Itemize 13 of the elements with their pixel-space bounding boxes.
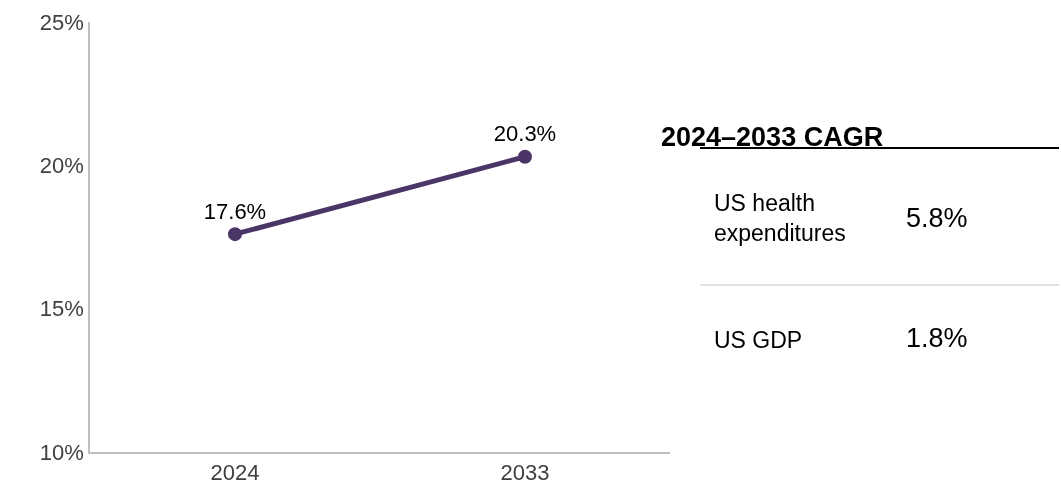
x-tick-label: 2024 xyxy=(210,460,260,486)
text: 5.8% xyxy=(906,203,968,233)
y-tick-label: 15% xyxy=(39,296,84,322)
data-label: 20.3% xyxy=(493,121,557,147)
annotation: 2024–2033 CAGR xyxy=(661,122,884,152)
y-tick-label: 20% xyxy=(39,153,84,179)
text: 1.8% xyxy=(906,323,968,353)
text: US GDP xyxy=(714,327,803,353)
y-tick-label: 25% xyxy=(39,9,84,35)
data-label: 17.6% xyxy=(203,198,267,224)
text: US health expenditures xyxy=(714,190,846,246)
y-tick-label: 10% xyxy=(39,439,84,465)
x-tick-label: 2033 xyxy=(500,460,550,486)
